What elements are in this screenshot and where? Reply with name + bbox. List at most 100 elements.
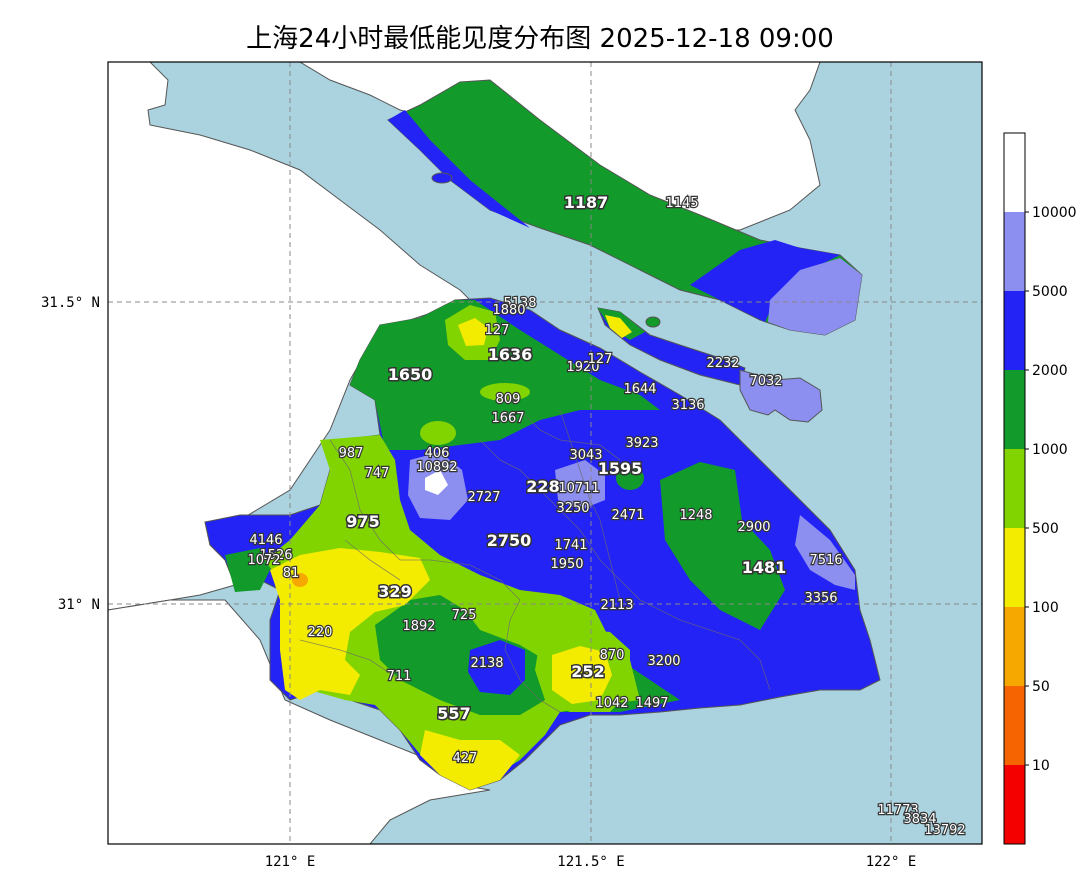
colorbar-segment bbox=[1004, 765, 1025, 844]
zone-1000-2000-west bbox=[225, 548, 275, 592]
station-label: 10711 bbox=[558, 481, 599, 496]
colorbar-label: 500 bbox=[1032, 521, 1059, 537]
station-label: 5138 bbox=[503, 296, 536, 311]
station-label: 2900 bbox=[737, 520, 770, 535]
station-label: 1892 bbox=[402, 619, 435, 634]
station-label: 228 bbox=[526, 477, 559, 496]
colorbar-segment bbox=[1004, 449, 1025, 528]
station-label: 3834 bbox=[903, 812, 936, 827]
station-label: 3043 bbox=[569, 448, 602, 463]
colorbar-segment bbox=[1004, 607, 1025, 686]
station-label: 3356 bbox=[804, 591, 837, 606]
station-label: 975 bbox=[346, 512, 379, 531]
station-label: 127 bbox=[588, 352, 613, 367]
zone-500-1000-809 bbox=[480, 383, 530, 401]
station-label: 1187 bbox=[564, 193, 609, 212]
station-label: 3136 bbox=[671, 398, 704, 413]
colorbar-label: 5000 bbox=[1032, 284, 1068, 300]
islet-small-2 bbox=[645, 316, 661, 328]
station-label: 2750 bbox=[487, 531, 532, 550]
station-label: 2113 bbox=[600, 598, 633, 613]
station-label: 1595 bbox=[598, 459, 643, 478]
chongming-light-blue-east bbox=[768, 258, 862, 335]
station-label: 2727 bbox=[467, 490, 500, 505]
zone-1000-2000-east bbox=[660, 462, 785, 630]
station-label: 1950 bbox=[550, 557, 583, 572]
colorbar-label: 100 bbox=[1032, 600, 1059, 616]
station-label: 220 bbox=[308, 625, 333, 640]
colorbar-segment bbox=[1004, 528, 1025, 607]
station-label: 81 bbox=[283, 566, 300, 581]
zone-500-1000-406 bbox=[420, 421, 456, 445]
station-label: 725 bbox=[452, 608, 477, 623]
y-tick-31: 31° N bbox=[58, 597, 100, 613]
zone-100-500-west bbox=[270, 548, 430, 700]
graticule bbox=[108, 62, 982, 844]
station-label: 127 bbox=[485, 323, 510, 338]
station-label: 329 bbox=[378, 582, 411, 601]
station-label: 10892 bbox=[416, 460, 457, 475]
colorbar-label: 10 bbox=[1032, 758, 1050, 774]
colorbar-frame bbox=[1003, 132, 1026, 845]
station-label: 1526 bbox=[259, 548, 292, 563]
changxing-yellow bbox=[605, 315, 632, 338]
zone-1000-2000-1595 bbox=[616, 466, 644, 490]
colorbar: 10000 5000 2000 1000 500 100 50 10 bbox=[1003, 132, 1077, 845]
station-label: 1741 bbox=[554, 538, 587, 553]
zone-10000-plus bbox=[425, 470, 448, 495]
station-label: 1042 bbox=[595, 696, 628, 711]
station-label: 1636 bbox=[488, 345, 533, 364]
station-label: 747 bbox=[365, 466, 390, 481]
y-tick-31-5: 31.5° N bbox=[41, 295, 100, 311]
station-label: 1248 bbox=[679, 508, 712, 523]
station-label: 3250 bbox=[556, 501, 589, 516]
station-label: 1650 bbox=[388, 365, 433, 384]
zone-2000-5000-pocket bbox=[468, 640, 525, 695]
colorbar-segment bbox=[1004, 291, 1025, 370]
station-label: 2232 bbox=[706, 356, 739, 371]
district-boundaries bbox=[299, 409, 771, 713]
station-label: 2138 bbox=[470, 656, 503, 671]
station-label: 711 bbox=[387, 669, 412, 684]
zone-5000-10000-center bbox=[555, 460, 605, 510]
zone-1000-2000-north bbox=[350, 300, 660, 450]
hengsha-island bbox=[739, 369, 823, 423]
station-label: 1072 bbox=[247, 553, 280, 568]
colorbar-segment bbox=[1004, 686, 1025, 765]
zone-100-500-north bbox=[458, 318, 488, 346]
zone-100-500-center bbox=[552, 646, 612, 704]
station-label: 2471 bbox=[611, 508, 644, 523]
colorbar-segment bbox=[1004, 370, 1025, 449]
station-label: 809 bbox=[496, 392, 521, 407]
station-label: 7032 bbox=[749, 374, 782, 389]
zone-100-500-south bbox=[420, 730, 520, 790]
colorbar-segment bbox=[1004, 212, 1025, 291]
zone-50-100-spot bbox=[292, 573, 308, 587]
station-label: 427 bbox=[453, 751, 478, 766]
station-label: 3200 bbox=[647, 654, 680, 669]
station-label: 1644 bbox=[623, 382, 656, 397]
station-label: 3923 bbox=[625, 436, 658, 451]
station-label: 987 bbox=[339, 446, 364, 461]
station-label: 1880 bbox=[492, 303, 525, 318]
colorbar-label: 10000 bbox=[1032, 205, 1077, 221]
colorbar-label: 50 bbox=[1032, 679, 1050, 695]
station-label: 1481 bbox=[742, 558, 787, 577]
station-label: 13792 bbox=[924, 823, 965, 838]
station-label: 1667 bbox=[491, 411, 524, 426]
islet-small-1 bbox=[431, 172, 453, 184]
colorbar-segment bbox=[1004, 133, 1025, 212]
x-tick-121-5: 121.5° E bbox=[557, 854, 624, 870]
colorbar-label: 2000 bbox=[1032, 363, 1068, 379]
station-label: 252 bbox=[571, 662, 604, 681]
station-label: 870 bbox=[600, 648, 625, 663]
colorbar-label: 1000 bbox=[1032, 442, 1068, 458]
chongming-blue-west bbox=[388, 110, 530, 228]
station-label: 1145 bbox=[665, 196, 698, 211]
page-title: 上海24小时最低能见度分布图 2025-12-18 09:00 bbox=[246, 24, 834, 54]
station-label: 1497 bbox=[635, 696, 668, 711]
station-label: 406 bbox=[425, 446, 450, 461]
